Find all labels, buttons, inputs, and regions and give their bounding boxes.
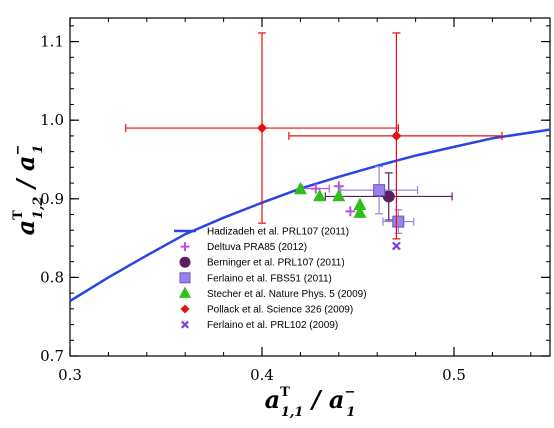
legend-marker xyxy=(179,272,191,284)
x-axis-title: aT 1,1 / a− 1 xyxy=(265,385,356,420)
axis-ticks: 0.3 0.4 0.5 0.7 0.8 0.9 1.0 1.1 xyxy=(40,18,550,384)
data-point xyxy=(257,123,267,134)
data-point xyxy=(373,184,386,197)
legend-label: Stecher et al. Nature Phys. 5 (2009) xyxy=(207,289,367,300)
legend-label: Ferlaino et al. PRL102 (2009) xyxy=(207,320,338,331)
y-tick-label: 1.0 xyxy=(40,111,64,129)
data-point xyxy=(391,130,402,141)
data-point xyxy=(392,215,405,228)
series-layer xyxy=(69,32,551,303)
data-point xyxy=(392,241,401,251)
series-triangle xyxy=(293,181,367,218)
x-tick-label: 0.3 xyxy=(58,366,82,384)
data-point xyxy=(293,181,307,195)
y-tick-label: 0.9 xyxy=(40,190,64,208)
x-tick-label: 0.4 xyxy=(250,366,274,384)
data-point xyxy=(353,197,367,210)
legend-label: Berninger et al. PRL107 (2011) xyxy=(207,258,345,269)
y-tick-label: 0.8 xyxy=(40,268,64,286)
legend-marker xyxy=(179,256,191,268)
data-point xyxy=(313,188,327,202)
x-tick-label: 0.5 xyxy=(442,366,466,384)
legend-marker xyxy=(180,304,190,314)
legend-marker xyxy=(181,320,189,329)
legend-marker xyxy=(179,286,191,298)
legend-label: Hadizadeh et al. PRL107 (2011) xyxy=(207,227,349,238)
svg-text:aT1,2 / a−1: aT 1,2 / a− 1 xyxy=(11,145,46,236)
legend-label: Ferlaino et al. FBS51 (2011) xyxy=(207,273,332,284)
legend-label: Deltuva PRA85 (2012) xyxy=(207,242,307,253)
legend-label: Pollack et al. Science 326 (2009) xyxy=(207,305,353,316)
data-point xyxy=(345,206,356,217)
legend-marker xyxy=(180,242,190,252)
y-axis-title: aT 1,2 / a− 1 xyxy=(11,145,46,236)
svg-text:aT1,1 / a−1: aT 1,1 / a− 1 xyxy=(265,385,356,420)
series-diamond xyxy=(125,32,503,240)
series-square xyxy=(340,165,419,234)
data-point xyxy=(382,190,395,203)
series-circle xyxy=(324,172,453,221)
y-tick-label: 1.1 xyxy=(40,33,64,51)
series-x xyxy=(392,241,401,251)
data-point xyxy=(332,188,346,202)
y-tick-label: 0.7 xyxy=(40,347,64,365)
data-point xyxy=(353,205,367,218)
legend: Hadizadeh et al. PRL107 (2011) Deltuva PR… xyxy=(174,227,367,331)
plot-frame xyxy=(69,17,551,357)
data-point xyxy=(310,183,321,194)
